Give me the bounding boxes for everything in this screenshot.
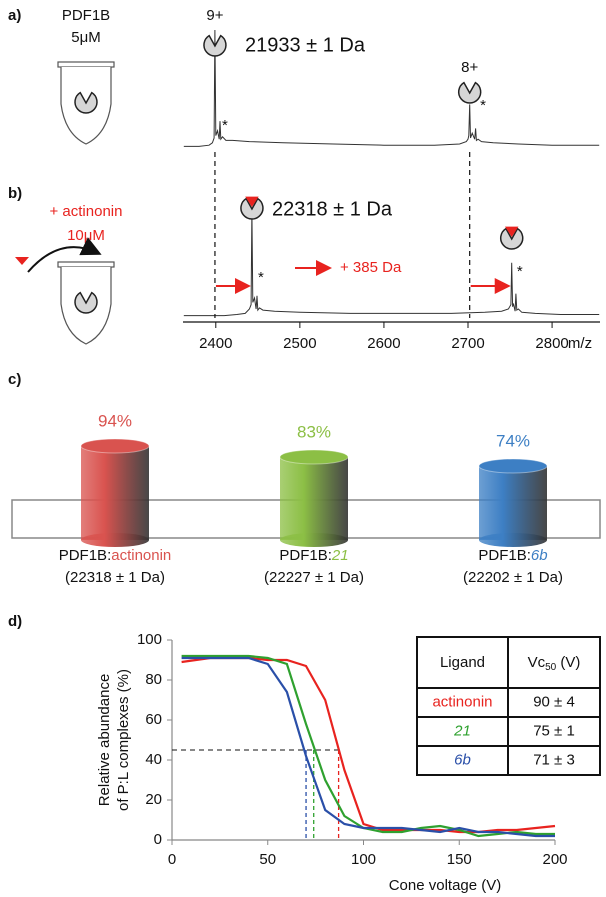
label: PDF1B (62, 7, 110, 24)
x-tick-label: 2700 (451, 335, 484, 352)
x-tick-label: 200 (542, 851, 567, 868)
label: 9+ (206, 7, 223, 24)
arrow (27, 237, 102, 273)
cylinder (280, 457, 348, 540)
label: 21933 ± 1 Da (245, 34, 366, 56)
cylinder-top (80, 438, 150, 454)
protein-name: PDF1B: (279, 547, 332, 564)
protein-icon (499, 227, 524, 250)
value-label: 83% (297, 422, 331, 441)
spectrum (183, 29, 600, 147)
asterisk: * (517, 263, 523, 280)
panel-label: b) (8, 185, 22, 202)
axis-label: of P:L complexes (%) (115, 669, 132, 811)
label: 5μM (71, 29, 100, 46)
complex-label: PDF1B:actinonin (59, 547, 172, 564)
tube-cap (57, 261, 115, 268)
ligand-name: 6b (531, 547, 548, 564)
y-tick-label: 20 (145, 791, 162, 808)
panel-label: d) (8, 613, 22, 630)
cylinder (479, 466, 547, 540)
table-cell: 90 ± 4 (533, 693, 575, 710)
ligand-icon (245, 196, 259, 207)
label: 8+ (461, 59, 478, 76)
series-line (181, 656, 555, 838)
asterisk: * (222, 117, 228, 134)
asterisk: * (480, 97, 486, 114)
y-tick-label: 100 (137, 631, 162, 648)
value-label: 94% (98, 411, 132, 430)
x-tick-label: 150 (447, 851, 472, 868)
x-tick-label: 2600 (367, 335, 400, 352)
panel-label: a) (8, 7, 21, 24)
x-tick-label: 2400 (199, 335, 232, 352)
ligand-icon (15, 257, 29, 265)
header-sub: 50 (545, 662, 557, 673)
asterisk: * (258, 269, 264, 286)
table-cell: 75 ± 1 (533, 722, 575, 739)
cylinder (81, 446, 149, 540)
protein-name: PDF1B: (59, 547, 112, 564)
protein-icon (74, 91, 98, 114)
ligand-icon (504, 226, 519, 237)
table-header: Vc50 (V) (528, 654, 581, 673)
label: 22318 ± 1 Da (272, 198, 393, 220)
protein-icon (203, 34, 227, 57)
table-cell: 21 (453, 722, 471, 739)
protein-icon (74, 291, 98, 314)
spectrum (183, 209, 600, 317)
cylinder-top (478, 458, 548, 474)
mass-label: (22202 ± 1 Da) (463, 569, 563, 586)
x-tick-label: 100 (351, 851, 376, 868)
header-unit: (V) (556, 654, 580, 671)
table-cell: 71 ± 3 (533, 751, 575, 768)
y-tick-label: 0 (154, 831, 162, 848)
mass-label: (22227 ± 1 Da) (264, 569, 364, 586)
x-tick-label: 50 (259, 851, 276, 868)
axis-label: m/z (568, 335, 592, 352)
cylinder-top (279, 449, 349, 465)
x-tick-label: 2800 (535, 335, 568, 352)
axis-label: Relative abundance (96, 674, 113, 807)
header-main: Vc (528, 654, 546, 671)
value-label: 74% (496, 431, 530, 450)
ligand-name: 21 (331, 547, 349, 564)
ligand-name: actinonin (111, 547, 171, 564)
mass-label: (22318 ± 1 Da) (65, 569, 165, 586)
y-tick-label: 40 (145, 751, 162, 768)
panel-label: c) (8, 371, 21, 388)
label: + 385 Da (340, 259, 402, 276)
axis-label: Cone voltage (V) (389, 877, 502, 894)
series-line (181, 656, 556, 834)
complex-label: PDF1B:21 (279, 547, 348, 564)
label: 10μM (67, 227, 105, 244)
table-header: Ligand (440, 654, 485, 671)
label: + actinonin (50, 203, 123, 220)
y-tick-label: 60 (145, 711, 162, 728)
y-tick-label: 80 (145, 671, 162, 688)
protein-icon (240, 197, 264, 220)
table-cell: 6b (454, 751, 471, 768)
protein-name: PDF1B: (478, 547, 531, 564)
series-line (181, 654, 555, 838)
protein-icon (457, 81, 482, 104)
x-tick-label: 0 (168, 851, 176, 868)
x-tick-label: 2500 (283, 335, 316, 352)
complex-label: PDF1B:6b (478, 547, 547, 564)
table-cell: actinonin (432, 693, 492, 710)
tube-cap (57, 61, 115, 68)
